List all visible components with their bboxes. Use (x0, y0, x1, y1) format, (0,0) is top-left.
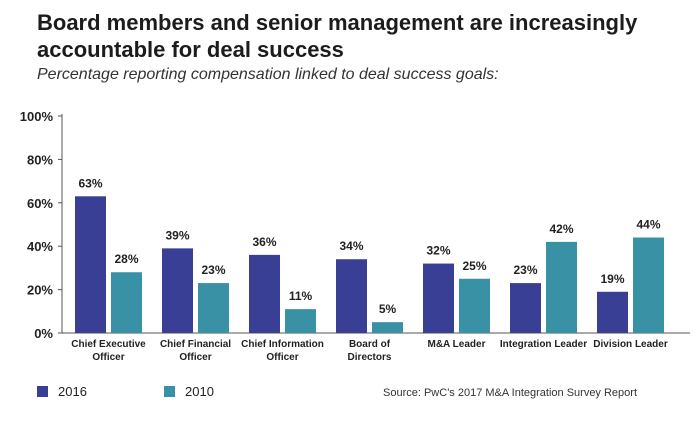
data-label: 32% (426, 244, 450, 258)
category-label: Chief Information (241, 339, 324, 350)
bar-2010 (459, 278, 490, 333)
bar-2016 (597, 291, 628, 333)
data-label: 5% (379, 302, 397, 316)
chart-subtitle: Percentage reporting compensation linked… (37, 66, 499, 83)
data-label: 39% (165, 228, 189, 242)
category-label: Chief Financial (160, 339, 231, 350)
data-label: 23% (513, 263, 537, 277)
data-label: 23% (201, 263, 225, 277)
bar-2016 (249, 254, 280, 333)
category-label: Directors (348, 352, 392, 363)
bar-2010 (546, 241, 577, 333)
category-label: Chief Executive (71, 339, 146, 350)
legend-label-2010: 2010 (185, 384, 214, 399)
data-label: 34% (339, 239, 363, 253)
data-label: 36% (252, 235, 276, 249)
bar-2016 (510, 283, 541, 333)
y-tick-label: 80% (27, 152, 53, 167)
y-tick-label: 60% (27, 196, 53, 211)
legend-swatch-2016 (37, 386, 48, 397)
data-label: 63% (78, 176, 102, 190)
bar-2016 (423, 263, 454, 333)
bar-2016 (336, 259, 367, 333)
bar-2010 (111, 272, 142, 333)
y-tick-label: 0% (34, 326, 53, 341)
bar-2010 (198, 283, 229, 333)
y-tick-label: 100% (20, 109, 54, 124)
data-label: 11% (289, 289, 313, 303)
bar-2016 (162, 248, 193, 333)
data-label: 19% (600, 272, 624, 286)
bar-2010 (633, 237, 664, 333)
data-label: 42% (549, 222, 573, 236)
y-tick-label: 40% (27, 239, 53, 254)
bar-2010 (372, 322, 403, 333)
data-label: 28% (114, 252, 138, 266)
category-label: Division Leader (593, 339, 668, 350)
category-label: Officer (92, 352, 124, 363)
bar-2016 (75, 196, 106, 333)
category-label: Board of (349, 339, 391, 350)
legend-label-2016: 2016 (58, 384, 87, 399)
category-label: Officer (266, 352, 298, 363)
data-label: 25% (462, 259, 486, 273)
chart-title: Board members and senior management are … (37, 10, 638, 62)
category-label: Integration Leader (500, 339, 587, 350)
category-label: Officer (179, 352, 211, 363)
bar-2010 (285, 309, 316, 333)
data-label: 44% (636, 218, 660, 232)
source-note: Source: PwC's 2017 M&A Integration Surve… (383, 387, 638, 399)
category-label: M&A Leader (428, 339, 486, 350)
y-tick-label: 20% (27, 283, 53, 298)
legend-swatch-2010 (164, 386, 175, 397)
